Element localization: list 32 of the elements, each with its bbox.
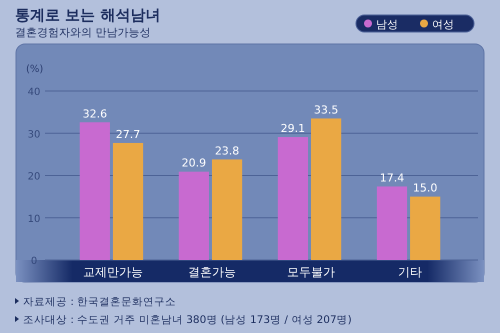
text: 자료제공 : 한국결혼문화연구소 (23, 296, 176, 308)
bar (112, 142, 144, 260)
legend-label: 여성 (432, 18, 454, 31)
chart-title: 통계로 보는 해석남녀 (15, 6, 160, 24)
bar (278, 137, 308, 260)
legend-label: 남성 (376, 18, 398, 31)
bar (178, 172, 209, 260)
data-label: 17.4 (380, 171, 404, 184)
text: 조사대상 : 수도권 거주 미혼남녀 380명 (남성 173명 / 여성 207명) (23, 314, 352, 326)
data-label: 15.0 (412, 182, 438, 195)
y-tick-label: 20 (28, 172, 40, 182)
chart-subtitle: 결혼경험자와의 만남가능성 (15, 26, 150, 39)
bar (80, 122, 110, 260)
data-label: 20.9 (182, 156, 206, 170)
data-label: 32.6 (82, 107, 108, 120)
x-tick-label: 교제만가능 (82, 265, 143, 279)
y-tick-label: 30 (28, 129, 40, 140)
data-label: 33.5 (314, 103, 338, 116)
x-tick-label: 기타 (398, 265, 422, 279)
data-label: 29.1 (280, 122, 306, 136)
y-tick-label: 0 (30, 256, 38, 267)
bar (376, 186, 408, 260)
y-tick-label: 10 (28, 214, 40, 225)
x-tick-label: 결혼가능 (188, 265, 236, 279)
bar (410, 196, 440, 260)
x-tick-label: 모두불가 (287, 265, 336, 279)
y-axis-title: (%) (26, 64, 44, 75)
bar (311, 118, 342, 260)
bar (212, 159, 242, 260)
y-tick-label: 40 (28, 87, 40, 98)
data-label: 23.8 (214, 144, 240, 158)
data-label: 27.7 (116, 128, 140, 141)
